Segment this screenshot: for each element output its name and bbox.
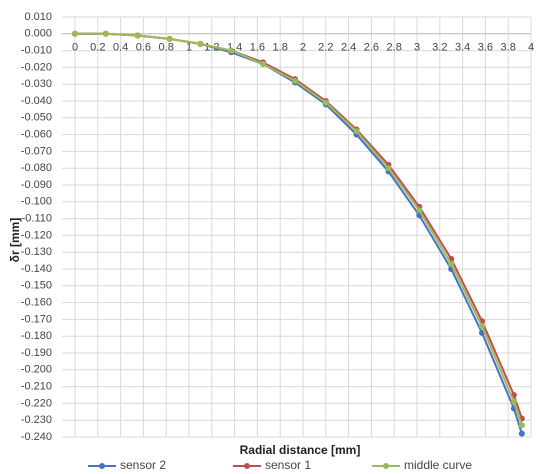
y-tick-label: -0.210 xyxy=(21,381,52,393)
data-point xyxy=(292,77,299,84)
x-tick-label: 2.6 xyxy=(364,42,379,54)
y-tick-label: -0.030 xyxy=(21,78,52,90)
x-tick-label: 3.4 xyxy=(455,42,470,54)
y-tick-label: -0.010 xyxy=(21,45,52,57)
x-tick-label: 1.8 xyxy=(273,42,288,54)
x-tick-label: 0.8 xyxy=(159,42,174,54)
y-tick-label: -0.070 xyxy=(21,145,52,157)
x-tick-label: 2.8 xyxy=(387,42,402,54)
legend-marker xyxy=(99,463,105,469)
x-tick-label: 3.2 xyxy=(432,42,447,54)
legend-marker xyxy=(383,463,389,469)
data-point xyxy=(353,128,360,135)
data-point xyxy=(518,422,525,429)
y-tick-label: -0.130 xyxy=(21,246,52,258)
series-line xyxy=(75,32,523,419)
data-point xyxy=(322,99,329,106)
x-tick-label: 1 xyxy=(186,42,192,54)
x-tick-label: 0 xyxy=(72,42,78,54)
y-tick-label: -0.060 xyxy=(21,129,52,141)
y-tick-label: -0.160 xyxy=(21,297,52,309)
y-tick-label: -0.020 xyxy=(21,61,52,73)
data-point xyxy=(518,430,525,437)
y-tick-label: -0.220 xyxy=(21,397,52,409)
y-tick-label: -0.090 xyxy=(21,179,52,191)
x-tick-label: 0.2 xyxy=(90,42,105,54)
data-point xyxy=(510,398,517,405)
y-tick-label: -0.230 xyxy=(21,414,52,426)
y-tick-label: -0.170 xyxy=(21,313,52,325)
x-tick-label: 0.6 xyxy=(136,42,151,54)
x-tick-label: 2.4 xyxy=(341,42,356,54)
data-point xyxy=(197,40,204,47)
y-tick-label: 0.010 xyxy=(24,11,52,23)
y-tick-label: -0.040 xyxy=(21,95,52,107)
y-tick-label: -0.200 xyxy=(21,364,52,376)
legend-marker xyxy=(244,463,250,469)
data-point xyxy=(134,32,141,39)
data-point xyxy=(72,30,78,37)
x-axis-title: Radial distance [mm] xyxy=(240,443,361,457)
y-tick-label: -0.240 xyxy=(21,431,52,443)
data-point xyxy=(260,61,267,68)
data-point xyxy=(478,323,485,330)
y-tick-label: -0.180 xyxy=(21,330,52,342)
data-point xyxy=(102,30,109,37)
series-line xyxy=(75,32,523,426)
y-tick-label: -0.120 xyxy=(21,229,52,241)
x-tick-label: 3.8 xyxy=(501,42,516,54)
data-point xyxy=(448,260,455,267)
x-tick-label: 3 xyxy=(414,42,420,54)
legend-label: sensor 1 xyxy=(265,458,311,472)
y-tick-label: -0.190 xyxy=(21,347,52,359)
x-tick-label: 1.6 xyxy=(250,42,265,54)
data-point xyxy=(385,165,392,172)
y-tick-label: -0.110 xyxy=(22,213,52,225)
y-tick-label: -0.100 xyxy=(21,196,52,208)
legend-label: middle curve xyxy=(404,458,472,472)
x-tick-label: 2.2 xyxy=(318,42,333,54)
data-point xyxy=(166,35,173,42)
y-tick-label: -0.050 xyxy=(21,112,52,124)
x-tick-label: 4 xyxy=(528,42,534,54)
series-line xyxy=(75,32,523,434)
y-tick-label: 0.000 xyxy=(24,28,52,40)
y-tick-label: -0.150 xyxy=(21,280,52,292)
x-tick-label: 3.6 xyxy=(478,42,493,54)
y-tick-label: -0.140 xyxy=(21,263,52,275)
y-axis-title: δr [mm] xyxy=(8,218,22,263)
x-tick-label: 0.4 xyxy=(113,42,128,54)
legend-label: sensor 2 xyxy=(120,458,166,472)
data-point xyxy=(416,207,423,214)
x-tick-label: 2 xyxy=(300,42,306,54)
y-tick-label: -0.080 xyxy=(21,162,52,174)
data-point xyxy=(228,47,235,54)
